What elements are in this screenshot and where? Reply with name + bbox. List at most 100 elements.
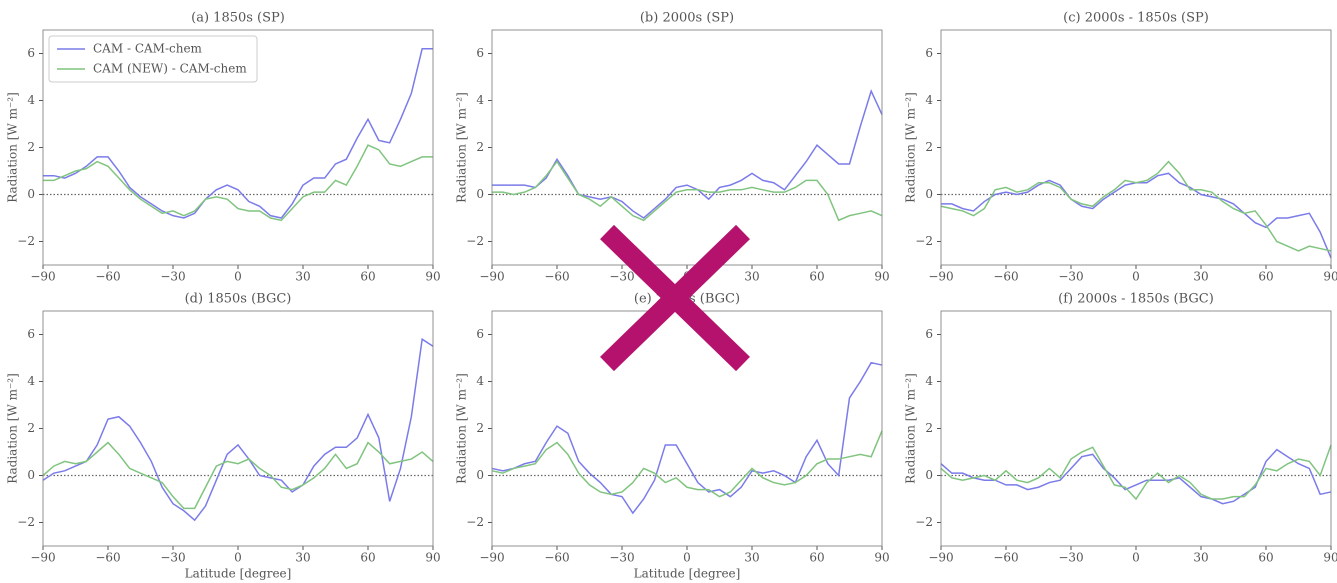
x-tick-label: 60 xyxy=(360,270,375,284)
x-overlay-stroke xyxy=(600,224,750,372)
x-tick-label: −60 xyxy=(544,551,569,565)
x-tick-label: 90 xyxy=(874,551,889,565)
x-tick-label: 60 xyxy=(360,551,375,565)
x-tick-label: −90 xyxy=(928,270,953,284)
y-tick-label: 0 xyxy=(476,187,484,201)
chart-title: (f) 2000s - 1850s (BGC) xyxy=(1058,292,1214,307)
y-tick-label: 2 xyxy=(27,421,35,435)
x-tick-label: −60 xyxy=(993,270,1018,284)
y-axis-label: Radiation [W m⁻²] xyxy=(904,373,918,484)
legend-label: CAM - CAM-chem xyxy=(93,42,203,56)
chart-title: (c) 2000s - 1850s (SP) xyxy=(1063,11,1209,26)
x-tick-label: 0 xyxy=(234,270,242,284)
y-tick-label: 6 xyxy=(925,327,933,341)
data-line xyxy=(43,48,433,219)
x-tick-label: 60 xyxy=(1258,270,1273,284)
y-axis-label: Radiation [W m⁻²] xyxy=(904,92,918,203)
x-tick-label: 90 xyxy=(1323,270,1337,284)
x-tick-label: −60 xyxy=(993,551,1018,565)
y-tick-label: −2 xyxy=(915,515,933,529)
y-tick-label: 4 xyxy=(925,374,933,388)
data-line xyxy=(940,448,1332,505)
x-axis-label: Latitude [degree] xyxy=(185,567,292,581)
x-tick-label: 30 xyxy=(295,270,310,284)
y-tick-label: 0 xyxy=(27,468,35,482)
data-line xyxy=(941,172,1332,259)
x-tick-label: −90 xyxy=(479,270,504,284)
plot-frame xyxy=(940,29,1332,266)
y-axis-label: Radiation [W m⁻²] xyxy=(6,373,20,484)
y-tick-label: 2 xyxy=(476,421,484,435)
y-tick-label: −2 xyxy=(466,234,484,248)
x-tick-label: 90 xyxy=(874,270,889,284)
y-tick-label: 4 xyxy=(476,93,484,107)
y-tick-label: 2 xyxy=(925,140,933,154)
x-axis-label: Latitude [degree] xyxy=(634,567,741,581)
data-line xyxy=(42,441,434,510)
x-tick-label: 0 xyxy=(234,551,242,565)
data-line xyxy=(491,430,883,498)
x-tick-label: −60 xyxy=(95,270,120,284)
x-tick-label: −90 xyxy=(928,551,953,565)
data-line xyxy=(42,337,434,522)
y-tick-label: 4 xyxy=(27,374,35,388)
y-tick-label: 2 xyxy=(925,421,933,435)
x-tick-label: 0 xyxy=(1132,551,1140,565)
y-axis-label: Radiation [W m⁻²] xyxy=(455,92,469,203)
x-tick-label: −30 xyxy=(160,270,185,284)
y-tick-label: −2 xyxy=(17,234,35,248)
x-tick-label: 60 xyxy=(1258,551,1273,565)
x-tick-label: 0 xyxy=(683,551,691,565)
y-tick-label: −2 xyxy=(17,515,35,529)
chart-title: (d) 1850s (BGC) xyxy=(185,292,292,307)
y-tick-label: 2 xyxy=(476,140,484,154)
y-tick-label: −2 xyxy=(915,234,933,248)
x-tick-label: 0 xyxy=(1132,270,1140,284)
x-tick-label: 60 xyxy=(809,551,824,565)
y-axis-label: Radiation [W m⁻²] xyxy=(6,92,20,203)
data-line xyxy=(940,444,1332,501)
plot-frame xyxy=(940,310,1332,547)
data-line xyxy=(492,89,883,219)
x-tick-label: 90 xyxy=(1323,551,1337,565)
chart-title: (a) 1850s (SP) xyxy=(191,11,285,26)
x-tick-label: −30 xyxy=(1058,551,1083,565)
x-tick-label: −60 xyxy=(544,270,569,284)
x-tick-label: −90 xyxy=(30,551,55,565)
x-tick-label: 30 xyxy=(1193,270,1208,284)
data-line xyxy=(940,160,1332,252)
plot-frame xyxy=(491,310,883,547)
y-tick-label: 4 xyxy=(925,93,933,107)
x-tick-label: 60 xyxy=(809,270,824,284)
legend-label: CAM (NEW) - CAM-chem xyxy=(93,62,247,76)
data-line xyxy=(491,361,883,515)
legend-box xyxy=(48,35,258,83)
data-line xyxy=(492,160,883,222)
x-tick-label: −30 xyxy=(609,270,634,284)
x-tick-label: −60 xyxy=(95,551,120,565)
y-tick-label: 6 xyxy=(476,327,484,341)
x-tick-label: −90 xyxy=(479,551,504,565)
x-tick-label: −30 xyxy=(1058,270,1083,284)
x-tick-label: 90 xyxy=(425,551,440,565)
y-tick-label: 0 xyxy=(925,187,933,201)
y-tick-label: 6 xyxy=(27,327,35,341)
y-tick-label: 4 xyxy=(27,93,35,107)
x-overlay xyxy=(600,224,750,372)
y-tick-label: 6 xyxy=(27,46,35,60)
y-tick-label: 2 xyxy=(27,140,35,154)
plot-frame xyxy=(42,310,434,547)
x-tick-label: −90 xyxy=(30,270,55,284)
y-tick-label: 6 xyxy=(925,46,933,60)
x-tick-label: 30 xyxy=(744,270,759,284)
plot-frame xyxy=(491,29,883,266)
y-axis-label: Radiation [W m⁻²] xyxy=(455,373,469,484)
x-tick-label: 90 xyxy=(425,270,440,284)
y-tick-label: 0 xyxy=(27,187,35,201)
data-line xyxy=(43,144,433,222)
y-tick-label: −2 xyxy=(466,515,484,529)
chart-title: (b) 2000s (SP) xyxy=(640,11,734,26)
x-tick-label: −30 xyxy=(609,551,634,565)
